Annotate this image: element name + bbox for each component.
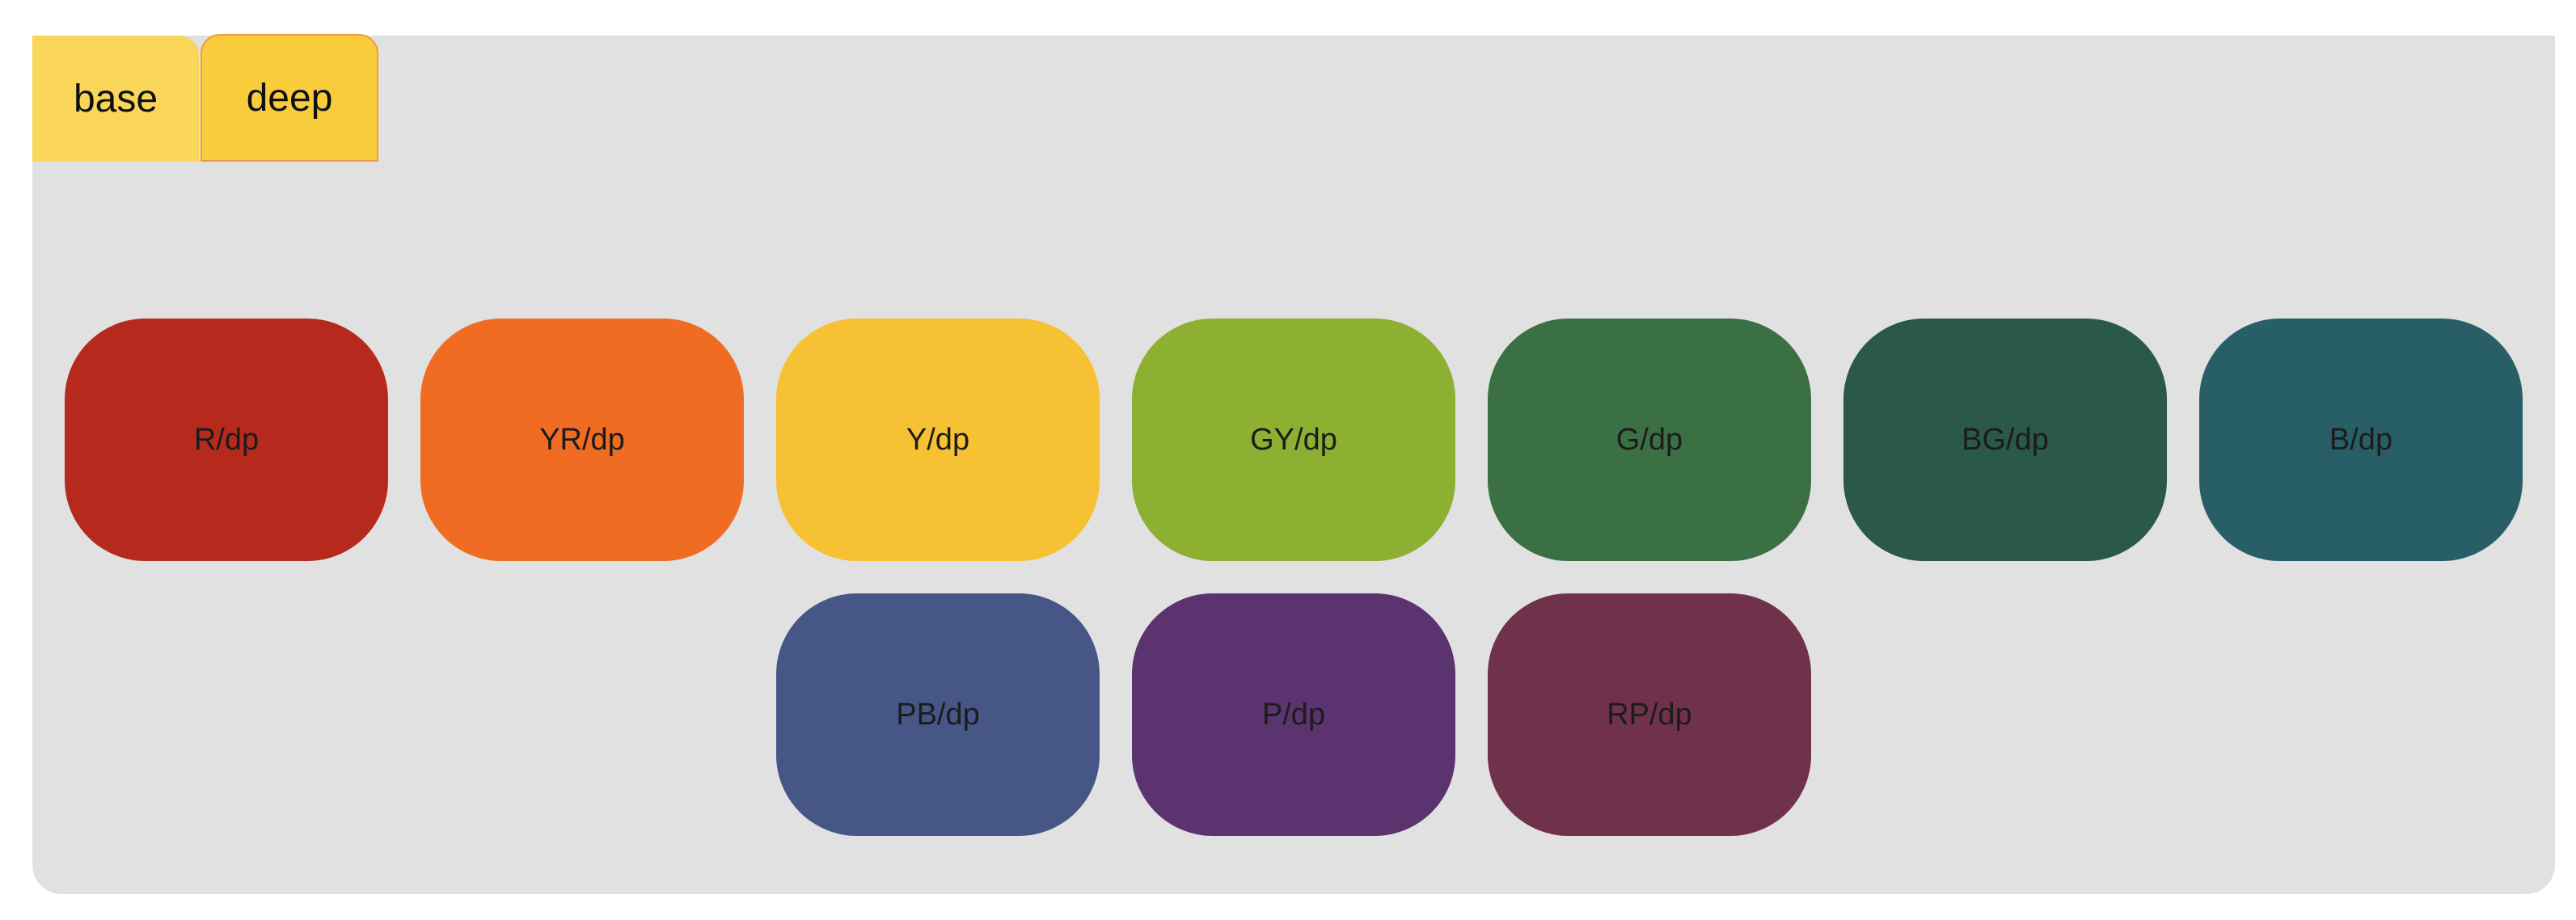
swatch-y-dp[interactable]: Y/dp	[776, 319, 1100, 561]
swatch-r-dp[interactable]: R/dp	[65, 319, 388, 561]
swatch-b-dp[interactable]: B/dp	[2199, 319, 2523, 561]
swatch-g-dp[interactable]: G/dp	[1488, 319, 1811, 561]
tab-base[interactable]: base	[32, 36, 199, 162]
swatch-yr-dp[interactable]: YR/dp	[420, 319, 744, 561]
swatch-gy-dp[interactable]: GY/dp	[1132, 319, 1455, 561]
swatch-bg-dp[interactable]: BG/dp	[1843, 319, 2167, 561]
swatch-panel: base deep R/dp YR/dp Y/dp GY/dp G/dp BG/…	[32, 34, 2555, 894]
swatch-p-dp[interactable]: P/dp	[1132, 593, 1455, 836]
swatch-rp-dp[interactable]: RP/dp	[1488, 593, 1811, 836]
tab-deep[interactable]: deep	[201, 34, 378, 162]
swatch-pb-dp[interactable]: PB/dp	[776, 593, 1100, 836]
